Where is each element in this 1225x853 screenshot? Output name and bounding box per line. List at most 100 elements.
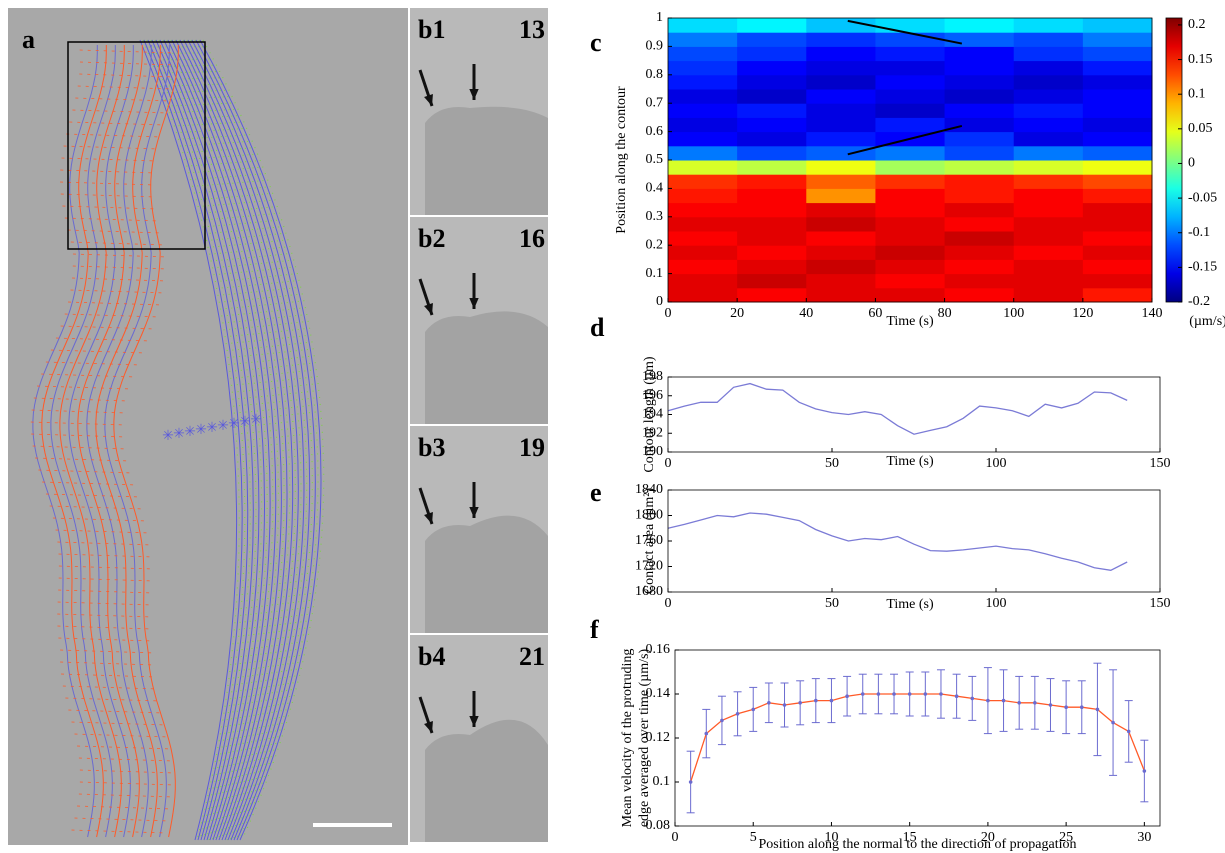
heat-cell (944, 188, 1015, 204)
y-tick-label: 0.6 (646, 124, 664, 139)
mesh-line (77, 45, 143, 838)
panel-label: b3 (418, 433, 445, 462)
heat-cell (806, 216, 876, 232)
heat-cell (806, 160, 876, 175)
y-tick-label: 0.16 (646, 642, 671, 657)
heat-cell (668, 60, 738, 76)
heat-cell (1013, 245, 1084, 260)
y-tick-label: 196 (642, 388, 663, 403)
y-tick-label: 1 (656, 10, 663, 25)
heat-cell (668, 273, 738, 289)
point (1064, 705, 1068, 709)
heat-cell (737, 74, 807, 90)
point (1079, 705, 1084, 709)
heat-cell (668, 145, 738, 161)
heat-cell (668, 202, 738, 218)
heat-cell (737, 202, 807, 218)
heat-cell (737, 174, 807, 189)
heat-cell (668, 46, 738, 62)
heat-cell (1013, 188, 1084, 204)
heat-cell (944, 32, 1015, 47)
x-tick-label: 0 (665, 596, 672, 611)
heat-cell (668, 287, 738, 303)
heat-cell (944, 74, 1015, 90)
y-tick-label: 0.1 (646, 266, 664, 281)
heat-cell (875, 32, 946, 47)
x-tick-label: 20 (730, 306, 744, 321)
heat-cell (668, 188, 738, 204)
y-tick-label: 0.3 (646, 209, 664, 224)
heat-cell (806, 32, 876, 47)
heat-cell (737, 46, 807, 62)
heat-cell (944, 145, 1015, 161)
point (970, 696, 975, 701)
point (1048, 703, 1053, 707)
x-tick-label: 140 (1142, 306, 1163, 321)
x-tick-label: 10 (824, 830, 838, 845)
heat-cell (944, 103, 1015, 118)
heat-cell (806, 245, 876, 260)
heat-cell (668, 216, 738, 232)
point (1111, 720, 1115, 725)
mesh-arc (163, 39, 271, 841)
mesh-arc (191, 39, 311, 841)
heat-cell (737, 245, 807, 260)
star: ✳ (206, 421, 218, 436)
heat-cell (1082, 231, 1153, 246)
point (814, 698, 818, 703)
y-tick-label: 0.7 (646, 95, 664, 110)
heat-cell (737, 18, 807, 33)
heat-cell (1013, 231, 1084, 246)
y-tick-label: 0 (656, 294, 663, 309)
heat-cell (944, 18, 1015, 33)
mesh-arc-dots (190, 39, 308, 841)
y-axis-label: Mean velocity of the protruding (620, 649, 635, 828)
heat-cell (668, 245, 738, 260)
heat-cell (737, 32, 807, 47)
panel-label: b1 (418, 15, 445, 44)
heat-cell (737, 103, 807, 118)
heat-cell (875, 89, 946, 104)
heat-cell (806, 273, 876, 289)
heat-cell (944, 216, 1015, 232)
plot-frame (674, 649, 1161, 827)
heat-cell (737, 60, 807, 76)
heat-cell (1082, 131, 1153, 147)
x-tick-label: 20 (981, 830, 995, 845)
heat-cell (1013, 131, 1084, 147)
mesh-arc-dots (150, 39, 251, 841)
heat-cell (1013, 202, 1084, 218)
point (986, 698, 990, 703)
point (892, 692, 896, 696)
heat-cell (806, 89, 876, 104)
heat-cell (875, 145, 946, 161)
heat-cell (668, 131, 738, 147)
heat-cell (944, 273, 1015, 289)
plot-frame (667, 489, 1161, 593)
x-tick-label: 100 (986, 456, 1007, 471)
heat-cell (668, 89, 738, 104)
heat-cell (737, 273, 807, 289)
mesh-arc-dots (198, 39, 319, 841)
heat-cell (1013, 117, 1084, 133)
colorbar-tick-label: 0.05 (1188, 121, 1213, 136)
heat-cell (1013, 174, 1084, 189)
point (688, 780, 693, 784)
heat-cell (1013, 216, 1084, 232)
heat-cell (944, 60, 1015, 76)
y-axis-label: Contour length (µm) (642, 356, 657, 473)
heat-cell (944, 160, 1015, 175)
star: ✳ (228, 417, 240, 432)
series-line (667, 382, 1128, 435)
heat-cell (737, 216, 807, 232)
arrow-head (469, 715, 479, 727)
x-tick-label: 15 (903, 830, 917, 845)
mesh-line (86, 45, 152, 838)
y-tick-label: 0.12 (646, 730, 671, 745)
heat-cell (944, 131, 1015, 147)
heat-cell (1013, 145, 1084, 161)
heat-cell (1082, 103, 1153, 118)
frame-number: 13 (519, 15, 545, 44)
mesh-arc (151, 39, 254, 841)
